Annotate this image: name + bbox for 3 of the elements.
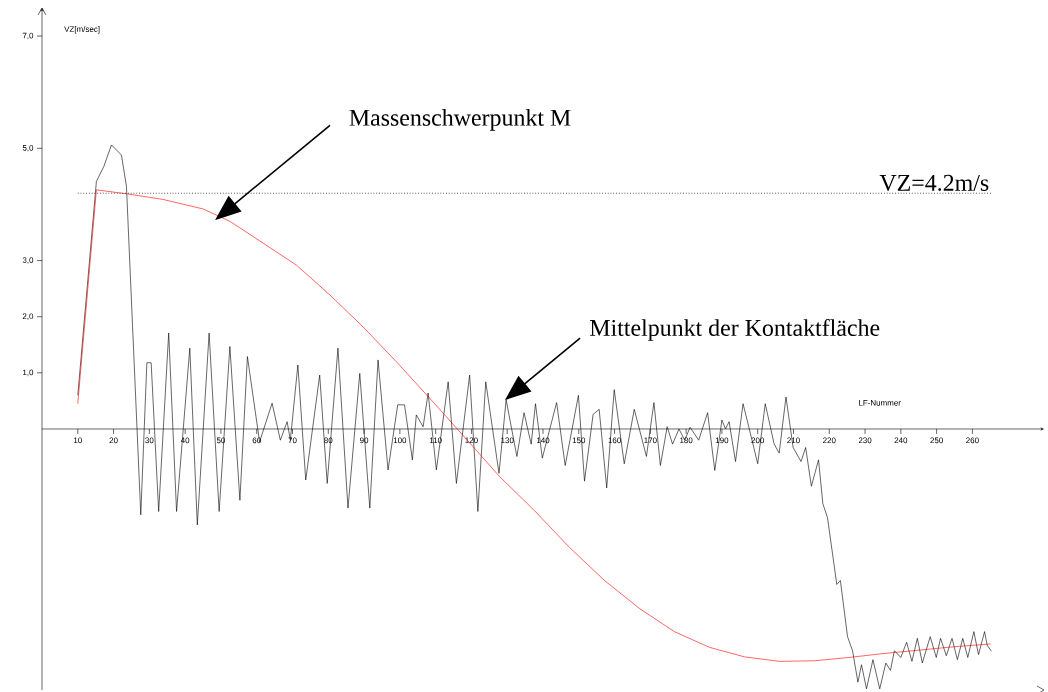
annotation: Massenschwerpunkt M: [349, 108, 571, 131]
ref-line-label: VZ=4.2m/s: [879, 174, 989, 192]
annotation: Mittelpunkt der Kontaktfläche: [589, 318, 880, 341]
